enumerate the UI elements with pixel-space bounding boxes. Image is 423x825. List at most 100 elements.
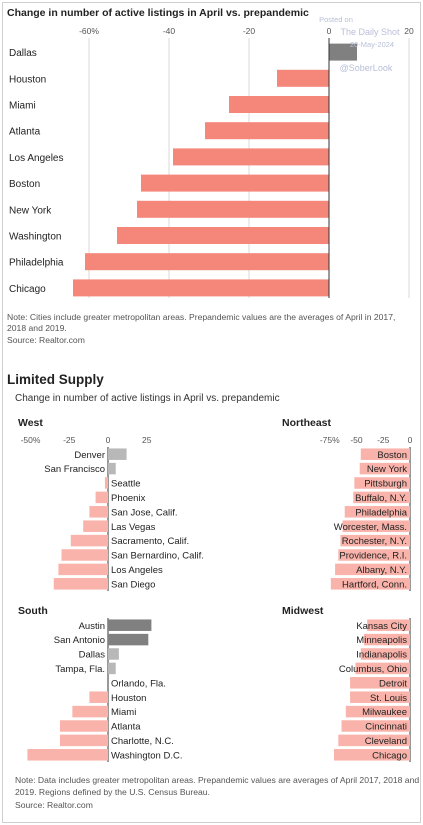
category-label: Detroit <box>379 678 407 689</box>
bar <box>277 69 329 87</box>
bar <box>108 662 116 675</box>
bar <box>350 691 410 703</box>
bar <box>341 720 410 732</box>
x-tick-label: -20 <box>243 26 256 36</box>
top-chart-source: Source: Realtor.com <box>7 335 85 345</box>
category-label: Seattle <box>111 479 141 490</box>
category-label: Sacramento, Calif. <box>111 536 189 547</box>
bar <box>367 619 410 631</box>
category-label: Indianapolis <box>356 650 407 661</box>
bar <box>53 578 108 590</box>
category-label: San Antonio <box>54 635 105 646</box>
top-chart-note-line2: 2018 and 2019. <box>7 323 67 333</box>
x-tick-label: -60% <box>79 26 99 36</box>
x-tick-label: 0 <box>408 435 413 445</box>
bar <box>108 619 152 631</box>
bar <box>141 174 329 192</box>
category-label: Chicago <box>9 284 46 295</box>
bar <box>137 200 329 218</box>
bar <box>334 749 410 761</box>
category-label: Charlotte, N.C. <box>111 736 174 747</box>
bar <box>355 662 410 675</box>
category-label: Philadelphia <box>355 507 407 518</box>
category-label: Tampa, Fla. <box>55 664 105 675</box>
bar <box>229 96 329 113</box>
limited-supply-title: Limited Supply <box>7 372 104 387</box>
category-label: Pittsburgh <box>364 479 407 490</box>
category-label: Houston <box>111 693 146 704</box>
bar <box>173 148 329 166</box>
panel-title: Northeast <box>282 417 332 429</box>
category-label: Atlanta <box>111 722 141 733</box>
bar <box>72 705 108 718</box>
bottom-chart-note-line1: Note: Data includes greater metropolitan… <box>15 775 419 785</box>
category-label: Columbus, Ohio <box>339 664 407 675</box>
bar <box>89 691 108 703</box>
category-label: Las Vegas <box>111 522 156 533</box>
bar <box>342 520 410 532</box>
panel-midwest: Midwest Kansas City Minneapolis Indianapoli… <box>282 605 411 762</box>
x-tick-label: -25 <box>377 435 390 445</box>
category-label: San Jose, Calif. <box>111 507 178 518</box>
category-label: Hartford, Conn. <box>342 579 407 590</box>
bar <box>360 648 410 660</box>
bar <box>330 578 410 590</box>
watermark-date: 20-May-2024 <box>350 40 394 49</box>
category-label: Phoenix <box>111 493 146 504</box>
category-label: Orlando, Fla. <box>111 678 166 689</box>
category-label: New York <box>9 205 52 216</box>
category-label: Philadelphia <box>9 258 64 269</box>
panel-title: West <box>18 417 43 429</box>
limited-supply-subtitle: Change in number of active listings in A… <box>15 393 280 404</box>
category-label: Atlanta <box>9 127 41 138</box>
category-label: Dallas <box>9 48 37 59</box>
bottom-chart-note-line2: 2019. Regions defined by the U.S. Census… <box>15 787 210 797</box>
bar <box>27 749 108 761</box>
x-tick-label: -75% <box>320 435 340 445</box>
bar <box>335 563 410 576</box>
bar <box>359 462 410 475</box>
category-label: San Diego <box>111 579 155 590</box>
category-label: Houston <box>9 74 46 85</box>
bar <box>108 633 149 646</box>
bar <box>89 506 108 518</box>
x-tick-label: 25 <box>142 435 152 445</box>
category-label: Miami <box>111 707 136 718</box>
category-label: Washington <box>9 232 61 243</box>
x-tick-label: -50 <box>350 435 363 445</box>
bar <box>85 253 329 271</box>
bar <box>108 648 119 660</box>
top-bar-chart: -60% -40 -20 0 20 Dallas Houston Miami Atlanta Lo… <box>9 26 414 298</box>
bar <box>338 549 410 561</box>
regional-panels: West -50% -25 0 25 Denver San Francisco Seattle… <box>18 417 413 762</box>
category-label: Boston <box>9 179 40 190</box>
bar <box>345 705 410 718</box>
x-tick-label: 20 <box>404 26 414 36</box>
category-label: Denver <box>74 450 105 461</box>
category-label: San Bernardino, Calif. <box>111 551 204 562</box>
category-label: Buffalo, N.Y. <box>355 493 407 504</box>
category-label: Rochester, N.Y. <box>342 536 407 547</box>
category-label: Dallas <box>79 650 106 661</box>
category-label: St. Louis <box>370 693 407 704</box>
category-label: San Francisco <box>44 464 105 475</box>
category-label: Kansas City <box>356 621 407 632</box>
panel-south: South Austin San Antonio Dallas Tampa, Fla. O… <box>18 605 182 762</box>
bottom-chart-source: Source: Realtor.com <box>15 800 93 810</box>
bar <box>344 506 410 518</box>
x-tick-label: -25 <box>63 435 76 445</box>
category-label: Albany, N.Y. <box>356 565 407 576</box>
category-label: Cincinnati <box>365 722 407 733</box>
bar <box>354 477 410 489</box>
bar <box>205 122 329 140</box>
bar <box>70 534 108 547</box>
chart-title: Change in number of active listings in A… <box>7 7 309 19</box>
category-label: Miami <box>9 101 36 112</box>
category-label: Washington D.C. <box>111 750 182 761</box>
bar <box>353 491 410 504</box>
bar <box>104 477 108 489</box>
category-label: Milwaukee <box>362 707 407 718</box>
bar <box>108 448 127 460</box>
